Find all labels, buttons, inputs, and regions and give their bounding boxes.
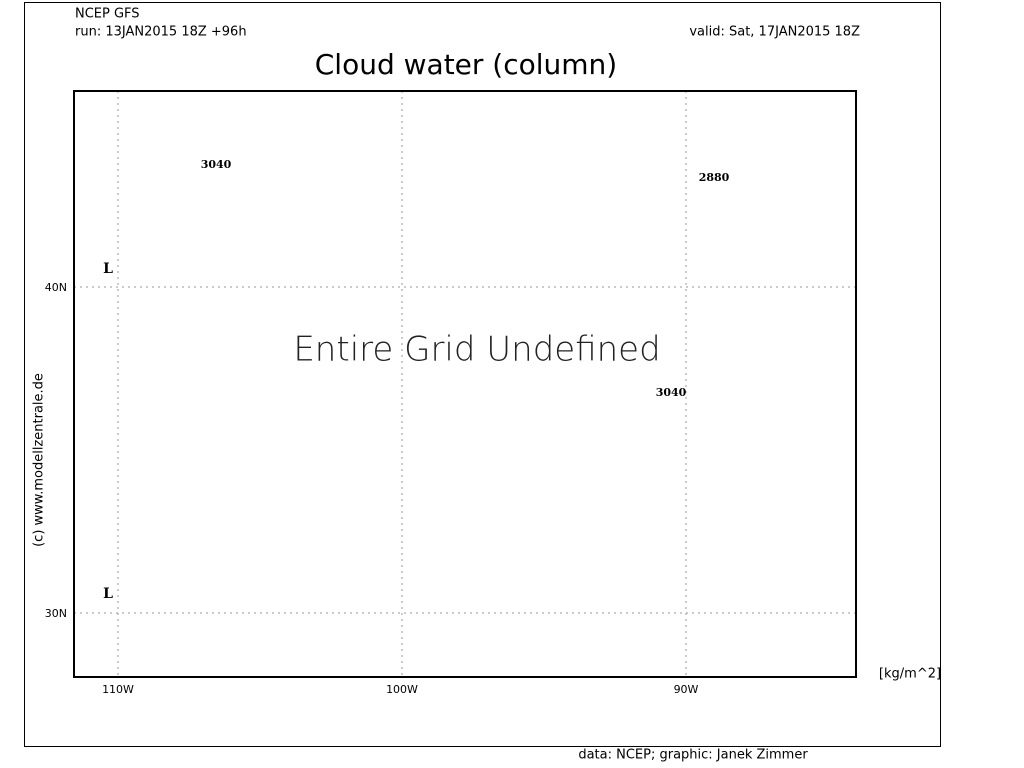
- low-pressure: L: [103, 261, 113, 277]
- lon-label: 100W: [386, 683, 418, 696]
- lon-label: 90W: [674, 683, 699, 696]
- lon-label: 110W: [102, 683, 134, 696]
- lat-label: 40N: [45, 281, 67, 294]
- lat-label: 30N: [45, 607, 67, 620]
- contour-label: 2880: [699, 171, 730, 184]
- low-pressure: L: [103, 586, 113, 602]
- map-frame: [73, 90, 857, 678]
- map-title: Cloud water (column): [315, 48, 617, 81]
- units: [kg/m^2]: [879, 667, 941, 682]
- valid-time: valid: Sat, 17JAN2015 18Z: [689, 25, 860, 40]
- credit: data: NCEP; graphic: Janek Zimmer: [578, 748, 808, 763]
- contour-label: 3040: [201, 158, 232, 171]
- contour-label: 3040: [656, 386, 687, 399]
- undefined-message: Entire Grid Undefined: [293, 330, 660, 370]
- copyright: (c) www.modellzentrale.de: [32, 373, 47, 547]
- model-name: NCEP GFS: [75, 7, 140, 22]
- run-time: run: 13JAN2015 18Z +96h: [75, 25, 247, 40]
- outer-frame: [24, 2, 941, 747]
